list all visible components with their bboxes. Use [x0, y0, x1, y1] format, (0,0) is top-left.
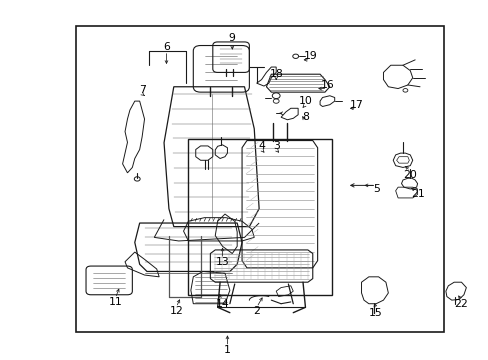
Bar — [76, 26, 444, 332]
Polygon shape — [396, 157, 408, 163]
Text: 21: 21 — [410, 189, 424, 199]
Text: 5: 5 — [372, 184, 379, 194]
Text: 1: 1 — [224, 345, 230, 355]
Text: 6: 6 — [163, 42, 169, 52]
Text: 13: 13 — [215, 257, 229, 267]
Text: 7: 7 — [139, 85, 145, 95]
Text: 12: 12 — [169, 306, 183, 316]
Text: 3: 3 — [272, 141, 279, 151]
Text: 17: 17 — [349, 100, 363, 110]
Text: 19: 19 — [303, 51, 317, 61]
Text: 4: 4 — [258, 141, 264, 151]
Text: 2: 2 — [253, 306, 260, 316]
Text: 10: 10 — [298, 96, 312, 106]
Text: 22: 22 — [454, 299, 468, 309]
Bar — [188, 139, 331, 295]
Text: 18: 18 — [269, 69, 283, 79]
Text: 8: 8 — [302, 112, 308, 122]
Text: 15: 15 — [368, 308, 382, 318]
Text: 11: 11 — [108, 297, 122, 307]
Text: 9: 9 — [228, 33, 235, 43]
Text: 20: 20 — [403, 170, 416, 180]
Text: 14: 14 — [215, 299, 229, 309]
Text: 16: 16 — [320, 80, 334, 90]
